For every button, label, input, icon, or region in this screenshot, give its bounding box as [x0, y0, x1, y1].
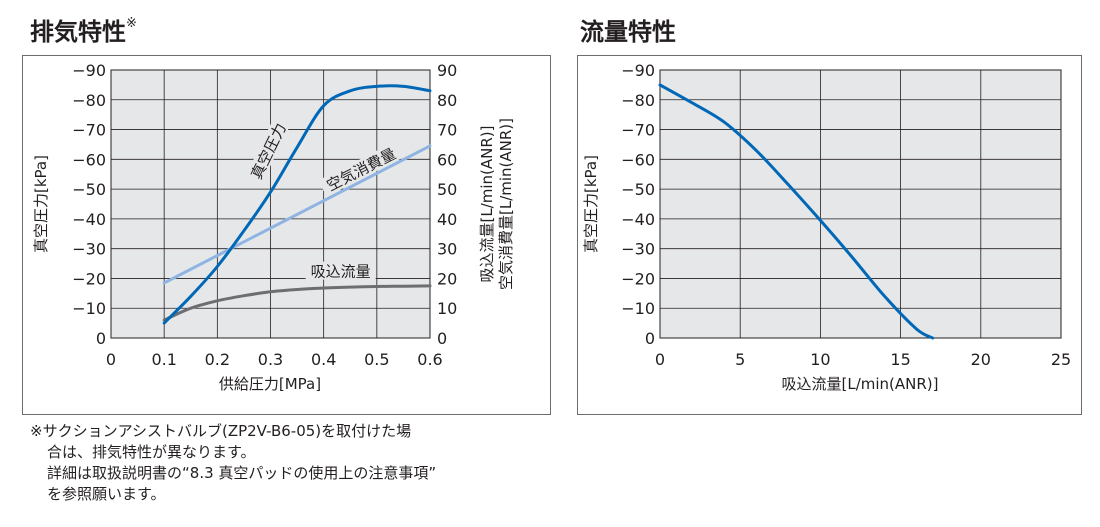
- exhaust-series-line-1: [162, 84, 432, 325]
- exhaust-y-tick-label: 0: [96, 329, 106, 348]
- footnote-line-2: 合は、排気特性が異なります。: [47, 443, 256, 461]
- flow-x-axis-label: 吸込流量[L/min(ANR)]: [781, 375, 938, 393]
- vacuum-label-bg: [245, 117, 291, 185]
- flow-y-tick-label: −10: [621, 299, 655, 318]
- exhaust-y2-axis-label: 吸込流量[L/min(ANR)]: [478, 125, 496, 282]
- flow-y-tick-label: −40: [621, 210, 655, 229]
- air-consumption-label-bg: [318, 141, 404, 197]
- flow-x-tick-label: 5: [735, 350, 745, 369]
- footnote-line-1: ※サクションアシストバルブ(ZP2V-B6-05)を取付けた場: [30, 422, 412, 440]
- flow-y-tick-label: −60: [621, 150, 655, 169]
- exhaust-x-axis-label: 供給圧力[MPa]: [219, 375, 321, 393]
- exhaust-y2-tick-label: 0: [437, 329, 447, 348]
- exhaust-y2-tick-label: 40: [437, 210, 457, 229]
- exhaust-y2-tick-label: 80: [437, 91, 457, 110]
- exhaust-x-tick-label: 0.5: [364, 350, 389, 369]
- exhaust-y-tick-label: −30: [72, 240, 106, 259]
- footnote-line-3: 詳細は取扱説明書の“8.3 真空パッドの使用上の注意事項”: [47, 464, 437, 482]
- exhaust-y-tick-label: −50: [72, 180, 106, 199]
- exhaust-y2-tick-label: 90: [437, 61, 457, 80]
- exhaust-x-tick-label: 0.2: [205, 350, 230, 369]
- exhaust-y2-tick-label: 10: [437, 299, 457, 318]
- exhaust-x-tick-label: 0.4: [311, 350, 336, 369]
- flow-y-tick-label: 0: [645, 329, 655, 348]
- exhaust-x-tick-label: 0.3: [258, 350, 283, 369]
- exhaust-y-tick-label: −80: [72, 91, 106, 110]
- exhaust-series-line-3: [162, 284, 432, 322]
- suction-flow-series-label: 吸込流量: [311, 263, 371, 281]
- exhaust-y2-tick-label: 20: [437, 269, 457, 288]
- footnote: ※サクションアシストバルブ(ZP2V-B6-05)を取付けた場 合は、排気特性が…: [30, 421, 436, 505]
- exhaust-y2-tick-label: 50: [437, 180, 457, 199]
- exhaust-x-tick-label: 0: [106, 350, 116, 369]
- flow-x-tick-label: 10: [810, 350, 830, 369]
- footnote-mark: ※: [126, 16, 137, 31]
- exhaust-y2-tick-label: 70: [437, 121, 457, 140]
- flow-y-tick-label: −70: [621, 121, 655, 140]
- flow-plot-area: [659, 69, 1062, 339]
- flow-y-tick-label: −30: [621, 240, 655, 259]
- exhaust-y2-tick-label: 60: [437, 150, 457, 169]
- exhaust-y-tick-label: −20: [72, 269, 106, 288]
- flow-y-axis-label: 真空圧力[kPa]: [582, 155, 600, 253]
- exhaust-y-tick-label: −90: [72, 61, 106, 80]
- flow-x-tick-label: 25: [1051, 350, 1071, 369]
- exhaust-y-tick-label: −10: [72, 299, 106, 318]
- exhaust-x-tick-label: 0.6: [417, 350, 442, 369]
- exhaust-series-line-2: [162, 144, 432, 285]
- flow-y-tick-label: −90: [621, 61, 655, 80]
- exhaust-y-axis-label: 真空圧力[kPa]: [32, 155, 50, 253]
- exhaust-y3-axis-label: 空気消費量[L/min(ANR)]: [497, 118, 515, 290]
- footnote-line-4: を参照願います。: [47, 485, 166, 503]
- flow-x-tick-label: 0: [655, 350, 665, 369]
- exhaust-characteristics-title: 排気特性※: [30, 16, 137, 46]
- flow-x-tick-label: 20: [971, 350, 991, 369]
- flow-x-tick-label: 15: [890, 350, 910, 369]
- flow-y-tick-label: −50: [621, 180, 655, 199]
- flow-y-tick-label: −80: [621, 91, 655, 110]
- exhaust-x-tick-label: 0.1: [151, 350, 176, 369]
- exhaust-y2-tick-label: 30: [437, 240, 457, 259]
- flow-y-tick-label: −20: [621, 269, 655, 288]
- exhaust-y-tick-label: −70: [72, 121, 106, 140]
- suction-flow-label-bg: [305, 261, 376, 280]
- flow-characteristics-title: 流量特性: [580, 18, 676, 46]
- exhaust-y-tick-label: −60: [72, 150, 106, 169]
- exhaust-y-tick-label: −40: [72, 210, 106, 229]
- flow-series-line-1: [658, 83, 935, 340]
